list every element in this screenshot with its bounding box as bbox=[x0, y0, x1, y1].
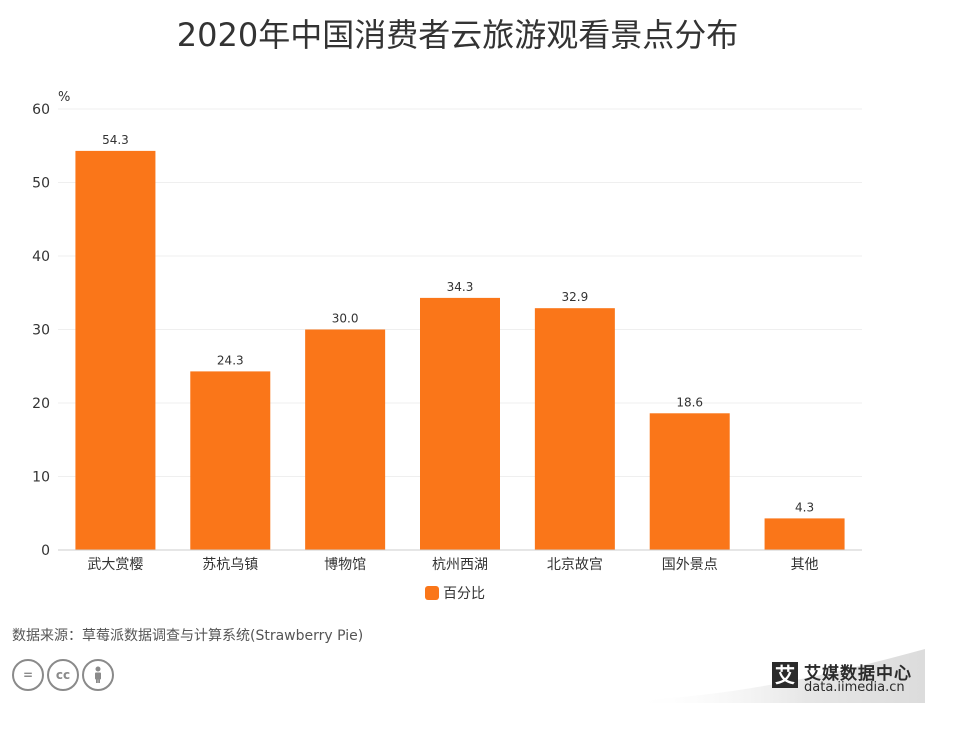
data-label: 34.3 bbox=[447, 280, 474, 294]
x-tick-label: 苏杭乌镇 bbox=[202, 557, 258, 573]
logo-url: data.iimedia.cn bbox=[804, 680, 905, 695]
data-label: 4.3 bbox=[795, 500, 814, 514]
license-badges: = cc bbox=[12, 659, 114, 693]
bar bbox=[420, 297, 500, 550]
x-tick-label: 博物馆 bbox=[324, 556, 366, 573]
y-tick-label: 30 bbox=[32, 323, 50, 339]
person-icon bbox=[95, 666, 101, 683]
bar-chart: 0 10 20 30 40 50 60% 54.3 武大赏樱 24.3 苏杭乌镇 30.0 博物馆 34.… bbox=[32, 90, 862, 602]
cc-equals-icon: = bbox=[12, 659, 44, 691]
bar bbox=[534, 308, 615, 550]
y-tick-label: 0 bbox=[41, 543, 50, 559]
x-tick-label: 北京故宫 bbox=[547, 557, 603, 573]
y-tick-label: 50 bbox=[32, 176, 50, 192]
y-tick-label: 60 bbox=[32, 102, 50, 118]
data-label: 32.9 bbox=[561, 290, 588, 304]
data-label: 24.3 bbox=[217, 353, 244, 367]
x-tick-label: 其他 bbox=[791, 557, 819, 573]
data-source: 数据来源：草莓派数据调查与计算系统(Strawberry Pie) bbox=[12, 628, 364, 644]
cc-person-icon bbox=[82, 659, 114, 691]
logo-mark-icon: 艾 bbox=[772, 662, 798, 688]
data-label: 18.6 bbox=[676, 395, 703, 409]
cc-glyph: cc bbox=[55, 668, 71, 682]
chart-title: 2020年中国消费者云旅游观看景点分布 bbox=[176, 16, 739, 54]
data-label: 54.3 bbox=[102, 133, 129, 147]
cc-icon: cc bbox=[47, 659, 79, 691]
x-tick-label: 武大赏樱 bbox=[87, 556, 143, 573]
legend-swatch bbox=[425, 586, 439, 600]
bar bbox=[764, 518, 845, 550]
data-label: 30.0 bbox=[332, 312, 359, 326]
bar bbox=[305, 329, 386, 550]
logo-name: 艾媒数据中心 bbox=[804, 664, 912, 684]
y-tick-label: 10 bbox=[32, 470, 50, 486]
bar bbox=[190, 371, 271, 550]
bar bbox=[75, 150, 156, 550]
bar bbox=[649, 413, 730, 550]
y-tick-label: 40 bbox=[32, 249, 50, 265]
y-tick-label: 20 bbox=[32, 396, 50, 412]
x-tick-label: 国外景点 bbox=[662, 557, 718, 573]
cc-equals-glyph: = bbox=[22, 668, 34, 682]
logo-swoosh bbox=[630, 649, 925, 703]
legend-label: 百分比 bbox=[443, 586, 485, 602]
y-axis-unit: % bbox=[58, 90, 70, 105]
x-tick-label: 杭州西湖 bbox=[432, 557, 488, 573]
brand-logo: 艾 艾媒数据中心 data.iimedia.cn bbox=[600, 645, 930, 705]
